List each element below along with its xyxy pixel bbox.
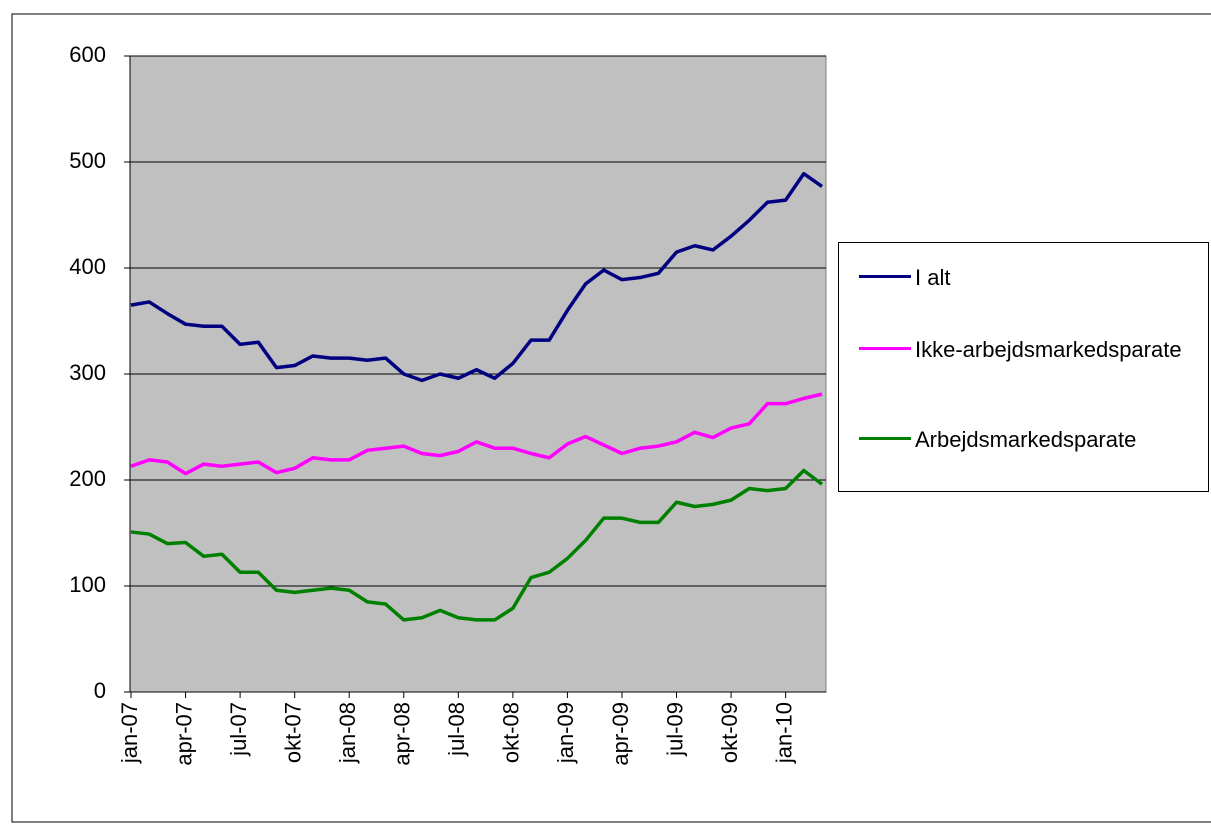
- y-tick-label: 0: [94, 678, 106, 703]
- legend-swatch: [859, 437, 911, 440]
- y-tick-label: 200: [69, 466, 106, 491]
- legend-entry: Ikke-arbejdsmarkedsparate: [839, 335, 1211, 365]
- y-tick-label: 600: [69, 42, 106, 67]
- series-line: [130, 392, 823, 476]
- y-tick-label: 300: [69, 360, 106, 385]
- series-line: [130, 468, 824, 622]
- legend-label: I alt: [915, 265, 951, 290]
- x-tick-label: okt-08: [499, 702, 524, 763]
- legend-label: Ikke-arbejdsmarkedsparate: [915, 337, 1182, 362]
- legend-swatch: [859, 275, 911, 278]
- x-tick-label: jan-10: [771, 702, 796, 764]
- legend-swatch: [859, 347, 911, 350]
- x-tick-label: jan-09: [553, 702, 578, 764]
- x-tick-label: okt-07: [280, 702, 305, 763]
- legend: I alt Ikke-arbejdsmarkedsparate Arbejdsmar…: [838, 242, 1209, 492]
- y-tick-label: 500: [69, 148, 106, 173]
- legend-entry: Arbejdsmarkedsparate: [839, 425, 1211, 455]
- y-tick-label: 100: [69, 572, 106, 597]
- x-tick-label: jul-08: [444, 702, 469, 757]
- x-tick-label: apr-08: [390, 702, 415, 766]
- x-tick-label: jul-07: [226, 702, 251, 757]
- x-tick-label: jan-08: [335, 702, 360, 764]
- x-tick-label: apr-07: [171, 702, 196, 766]
- chart-border: [11, 13, 1211, 823]
- x-tick-label: apr-09: [608, 702, 633, 766]
- series-line: [130, 171, 824, 383]
- x-tick-label: jan-07: [117, 702, 142, 764]
- legend-label: Arbejdsmarkedsparate: [915, 427, 1137, 452]
- y-tick-label: 400: [69, 254, 106, 279]
- x-tick-label: okt-09: [717, 702, 742, 763]
- legend-entry: I alt: [839, 263, 1211, 293]
- x-tick-label: jul-09: [662, 702, 687, 757]
